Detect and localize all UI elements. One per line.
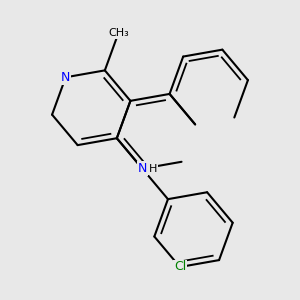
Text: N: N: [61, 71, 70, 84]
Text: Cl: Cl: [174, 260, 186, 274]
Text: H: H: [149, 164, 158, 174]
Text: N: N: [138, 162, 147, 175]
Text: CH₃: CH₃: [108, 28, 129, 38]
